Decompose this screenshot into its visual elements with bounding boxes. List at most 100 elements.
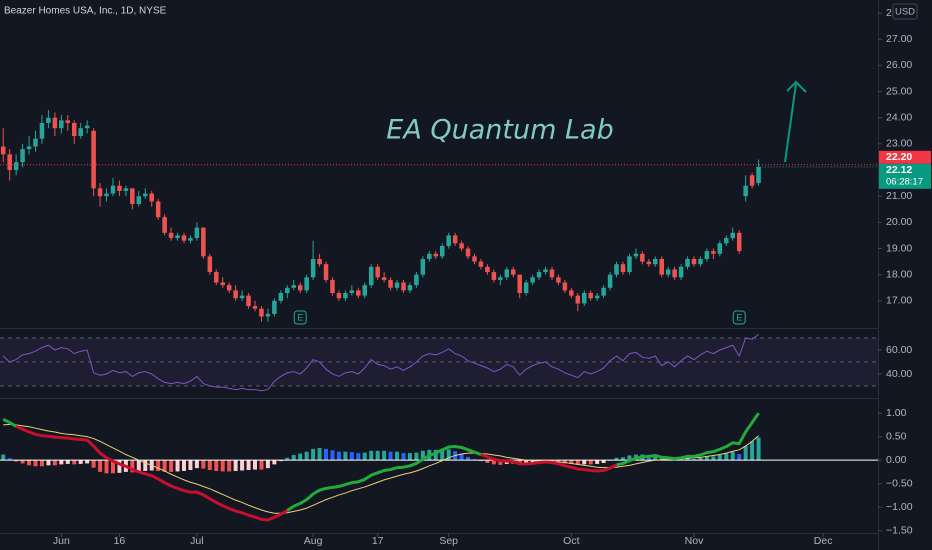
y-tick-label: 18.00 [886,268,912,280]
histogram-bar [201,460,206,469]
histogram-bar [156,460,161,471]
histogram-bar [272,460,277,465]
histogram-bar [446,449,451,461]
histogram-bar [188,460,193,471]
currency-box[interactable] [892,3,918,20]
histogram-bar [220,460,225,472]
candle-body [207,256,213,273]
candle-body [407,285,413,291]
histogram-bar [207,460,212,471]
candle-body [388,279,393,288]
x-tick-label: Oct [563,535,579,547]
candle-body [653,258,658,265]
histogram-bar [59,460,64,465]
candle-body [123,188,129,191]
y-tick-label: 23.00 [886,138,912,150]
histogram-bar [265,460,270,469]
x-tick-label: Nov [685,535,704,547]
candle-body [672,269,677,278]
candle-body [472,256,477,262]
histogram-bar [711,456,716,461]
candle-body [155,201,161,218]
macd-line [480,453,618,473]
histogram-bar [46,460,51,466]
candle-body [581,292,587,304]
candle-body [233,290,238,299]
y-tick-label: 20.00 [886,216,912,228]
x-tick-label: 17 [372,535,384,547]
candle-body [7,154,12,171]
histogram-bar [407,453,412,461]
candle-body [162,217,167,233]
arrow [784,83,797,163]
candle-body [272,300,277,314]
candle-body [685,258,690,267]
y-tick-label: 19.00 [886,242,912,254]
candle-body [588,292,593,299]
x-tick-label: Jul [190,535,203,547]
candle-body [446,235,451,246]
candle-body [285,287,290,293]
candle-body [420,258,426,275]
histogram-bar [685,458,690,461]
y-tick-label: 17.00 [886,295,912,307]
candle-body [246,295,251,307]
candle-body [149,193,154,202]
candle-body [698,258,703,265]
candle-body [478,261,484,267]
histogram-bar [136,460,141,472]
candle-body [749,175,755,186]
candle-body [485,266,490,273]
histogram-bar [401,453,406,461]
candle-body [633,253,639,257]
candle-body [691,258,697,265]
histogram-bar [620,457,625,461]
histogram-bar [556,460,561,463]
histogram-bar [214,460,219,471]
histogram-bar [33,460,38,467]
histogram-bar [324,448,329,461]
histogram-bar [388,451,393,461]
histogram-bar [1,454,6,461]
macd-line [2,417,17,428]
candle-body [130,188,135,205]
candle-body [756,166,761,184]
histogram-bar [39,460,44,467]
histogram-bar [395,451,400,461]
candle-body [711,251,716,254]
annotation: EA Quantum Lab [386,115,613,146]
histogram-bar [375,450,380,461]
histogram-bar [317,447,322,461]
candle-body [517,274,522,293]
candle-body [175,235,180,239]
y-tick-label: −1.50 [886,524,913,536]
candle-body [659,258,664,275]
histogram-bar [311,448,316,461]
event-marker [293,310,307,325]
y-tick-label: 60.00 [886,344,912,356]
histogram-bar [750,441,755,461]
histogram-bar [98,460,103,472]
candle-body [375,266,380,278]
chart-title: Beazer Homes USA, Inc., 1D, NYSE [4,6,167,17]
candle-body [71,122,77,137]
histogram-bar [162,460,167,472]
histogram-bar [433,449,438,461]
candle-body [465,248,471,257]
y-tick-label: 0.00 [886,454,907,466]
candle-body [523,282,529,293]
y-tick-label: 21.00 [886,190,912,202]
y-tick-label: −1.00 [886,501,913,513]
histogram-bar [575,460,580,465]
candle-body [665,269,671,275]
histogram-bar [743,446,748,461]
histogram-bar [194,460,199,469]
candle-body [736,232,742,252]
histogram-bar [582,460,587,465]
histogram-bar [181,460,186,471]
histogram-bar [349,452,354,461]
histogram-bar [524,460,529,464]
histogram-bar [440,449,445,461]
histogram-bar [614,457,619,461]
